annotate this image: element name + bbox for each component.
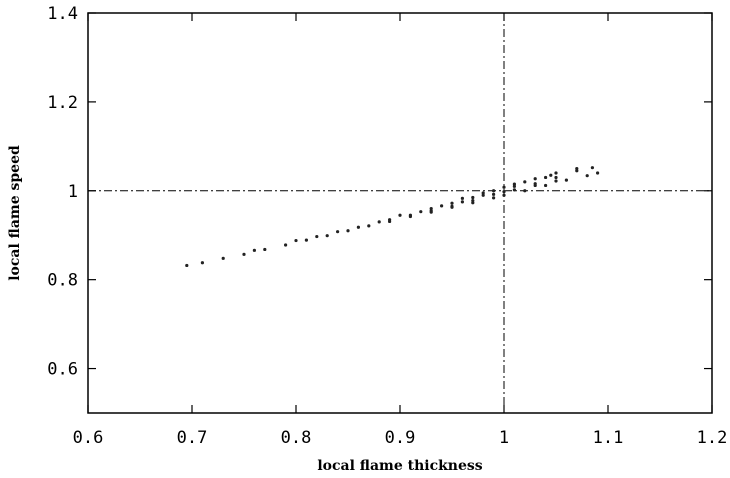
data-point — [304, 238, 308, 242]
data-point — [471, 195, 475, 200]
data-point — [429, 206, 433, 211]
data-point — [450, 204, 454, 208]
reference-lines — [88, 13, 712, 413]
data-point — [346, 229, 350, 233]
x-tick-label: 1 — [499, 428, 509, 448]
data-point — [564, 178, 569, 182]
y-tick-labels: 0.6 0.8 1 1.2 1.4 — [47, 4, 78, 380]
data-point — [377, 220, 381, 224]
data-point — [450, 201, 454, 205]
data-points — [185, 166, 600, 268]
axis-ticks — [87, 12, 713, 413]
x-tick-label: 0.7 — [177, 428, 208, 448]
x-tick-label: 1.2 — [697, 428, 728, 448]
data-point — [523, 189, 527, 193]
data-point — [481, 193, 485, 197]
data-point — [336, 230, 340, 234]
data-point — [471, 198, 475, 203]
data-point — [481, 191, 485, 195]
x-tick-label: 0.9 — [385, 428, 416, 448]
x-tick-labels: 0.6 0.7 0.8 0.9 1 1.1 1.2 — [73, 428, 728, 448]
data-point — [419, 210, 423, 214]
data-point — [429, 209, 433, 213]
data-point — [263, 247, 267, 252]
data-point — [554, 171, 558, 175]
data-point — [512, 188, 517, 192]
data-point — [544, 183, 548, 188]
data-point — [388, 218, 392, 222]
data-point — [325, 234, 329, 238]
y-tick-label: 1.4 — [47, 4, 78, 24]
x-axis-label: local flame thickness — [317, 458, 482, 474]
x-tick-label: 1.1 — [593, 428, 624, 448]
data-point — [315, 234, 319, 239]
data-point — [512, 184, 517, 188]
plot-frame — [87, 12, 713, 414]
data-point — [533, 183, 537, 188]
data-point — [252, 248, 256, 252]
data-point — [471, 201, 475, 205]
data-point — [502, 185, 506, 189]
x-tick-label: 0.6 — [73, 428, 104, 448]
x-tick-label: 0.8 — [281, 428, 312, 448]
data-point — [533, 177, 537, 181]
data-point — [523, 180, 527, 184]
data-point — [554, 175, 558, 180]
data-point — [549, 173, 553, 177]
data-point — [200, 261, 204, 265]
data-point — [502, 190, 506, 194]
data-point — [460, 196, 464, 200]
data-point — [185, 263, 189, 268]
data-point — [596, 171, 600, 175]
data-point — [356, 225, 360, 229]
data-point — [502, 193, 506, 197]
data-point — [284, 243, 288, 247]
data-point — [554, 179, 558, 183]
data-point — [512, 182, 517, 186]
data-point — [492, 189, 496, 193]
y-tick-label: 0.8 — [47, 271, 78, 291]
y-axis-label: local flame speed — [7, 145, 23, 281]
data-point — [221, 256, 225, 260]
data-point — [492, 192, 496, 196]
data-point — [460, 200, 464, 204]
data-point — [440, 204, 444, 208]
data-point — [294, 238, 298, 243]
y-tick-label: 0.6 — [47, 360, 78, 380]
y-tick-label: 1 — [68, 182, 78, 202]
data-point — [492, 196, 496, 200]
data-point — [242, 252, 246, 256]
data-point — [575, 166, 579, 171]
data-point — [590, 166, 595, 170]
data-point — [367, 224, 371, 228]
data-point — [585, 174, 589, 178]
y-tick-label: 1.2 — [47, 93, 78, 113]
data-point — [575, 169, 579, 173]
data-point — [408, 213, 412, 217]
data-point — [398, 213, 402, 217]
data-point — [544, 175, 548, 180]
